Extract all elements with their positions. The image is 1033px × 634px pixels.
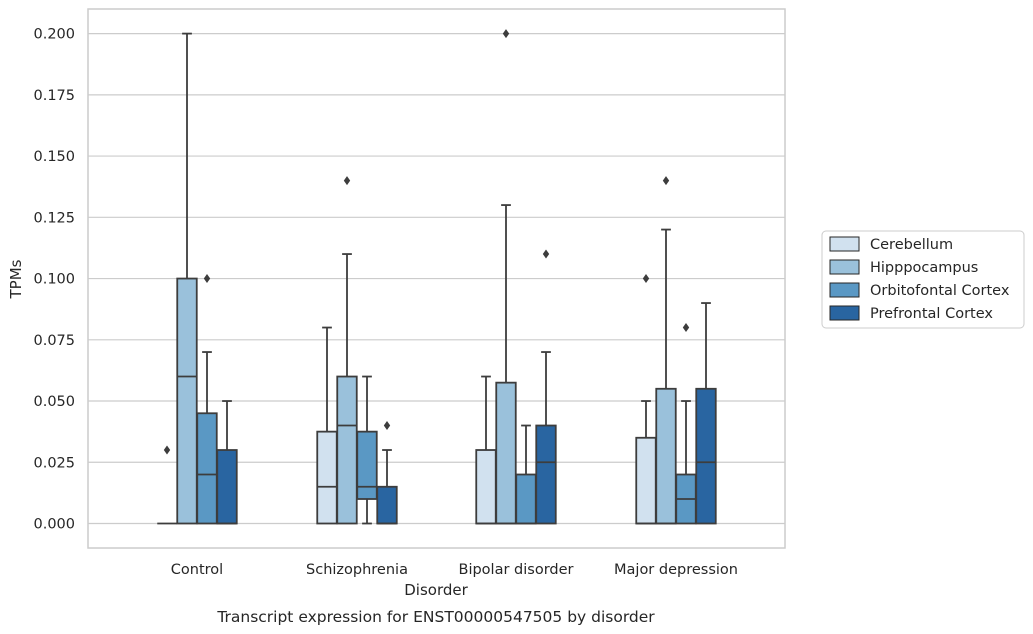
box — [157, 445, 177, 525]
x-tick-label: Control — [171, 562, 223, 578]
x-tick-labels: Control Schizophrenia Bipolar disorder Majo… — [171, 562, 738, 578]
box-groups — [157, 29, 717, 525]
box-body — [336, 375, 358, 525]
legend-item: Cerebellum — [829, 236, 953, 253]
box — [376, 421, 398, 525]
y-tick-label: 0.075 — [33, 333, 75, 349]
x-axis-label: Disorder — [404, 581, 468, 599]
y-tick-label: 0.200 — [33, 27, 75, 43]
box — [316, 326, 338, 525]
box — [336, 176, 358, 525]
x-tick-label: Bipolar disorder — [459, 562, 574, 578]
outlier-point — [682, 323, 690, 333]
outlier-point — [163, 445, 171, 455]
legend-label: Prefrontal Cortex — [870, 306, 993, 322]
legend-item: Prefrontal Cortex — [829, 305, 993, 322]
box — [655, 176, 677, 525]
x-tick-label: Major depression — [614, 562, 738, 578]
y-tick-label: 0.150 — [33, 149, 75, 165]
box-body — [216, 449, 238, 525]
outlier-point — [502, 29, 510, 39]
legend-frame — [821, 230, 1025, 329]
legend-label: Orbitofontal Cortex — [870, 283, 1010, 299]
box — [535, 249, 557, 525]
legend-swatch — [829, 305, 860, 321]
x-tick-label: Schizophrenia — [306, 562, 408, 578]
y-tick-label: 0.000 — [33, 517, 75, 533]
outlier-point — [343, 176, 351, 186]
legend-swatch — [829, 236, 860, 252]
box-body — [316, 430, 338, 525]
box-body — [535, 424, 557, 525]
chart-title: Transcript expression for ENST0000054750… — [216, 608, 655, 626]
legend-label: Cerebellum — [870, 237, 953, 253]
box — [216, 400, 238, 525]
y-axis-label: TPMs — [7, 259, 25, 299]
box-body — [635, 436, 657, 525]
box — [196, 274, 218, 525]
legend-swatch — [829, 259, 860, 275]
box-body — [356, 430, 378, 500]
outlier-point — [203, 274, 211, 284]
box-body — [495, 381, 517, 525]
box-body — [655, 387, 677, 525]
outlier-point — [542, 249, 550, 259]
outlier-point — [383, 421, 391, 431]
box — [176, 32, 198, 525]
box-body — [475, 449, 497, 525]
outlier-point — [642, 274, 650, 284]
legend-item: Hipppocampus — [829, 259, 978, 276]
y-tick-labels: 0.000 0.025 0.050 0.075 0.100 0.125 0.150 0.175… — [33, 27, 75, 533]
y-tick-label: 0.025 — [33, 455, 75, 471]
box-body — [176, 277, 198, 525]
box — [515, 424, 537, 525]
legend-item: Orbitofontal Cortex — [829, 282, 1010, 299]
box — [635, 274, 657, 525]
box-body — [695, 387, 717, 525]
box-body — [376, 485, 398, 525]
box — [695, 302, 717, 525]
legend: Cerebellum Hipppocampus Orbitofontal Corte… — [821, 230, 1025, 329]
y-tick-label: 0.125 — [33, 210, 75, 226]
legend-items: Cerebellum Hipppocampus Orbitofontal Corte… — [829, 236, 1010, 322]
y-tick-label: 0.050 — [33, 394, 75, 410]
box — [495, 29, 517, 525]
outlier-point — [662, 176, 670, 186]
box — [675, 323, 697, 525]
y-tick-label: 0.100 — [33, 272, 75, 288]
box — [475, 375, 497, 525]
plot-frame — [87, 8, 786, 549]
legend-swatch — [829, 282, 860, 298]
box — [356, 375, 378, 525]
legend-label: Hipppocampus — [870, 260, 978, 276]
box-body — [515, 473, 537, 525]
y-tick-label: 0.175 — [33, 88, 75, 104]
box-body — [196, 412, 218, 525]
